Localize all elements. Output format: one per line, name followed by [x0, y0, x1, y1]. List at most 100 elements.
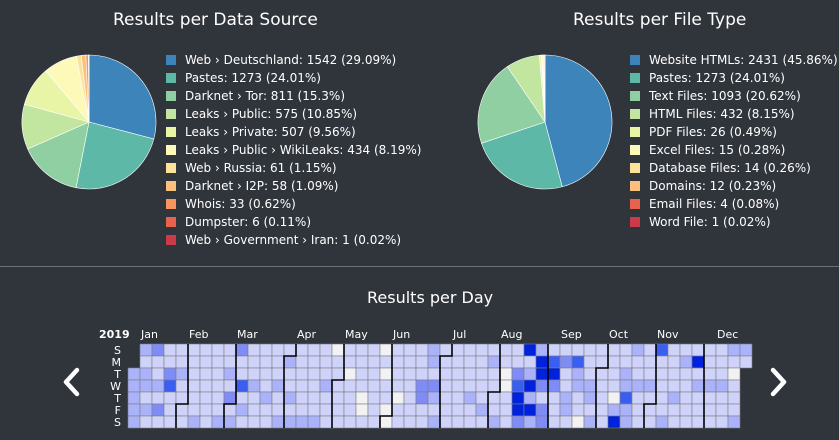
day-cell	[595, 391, 609, 405]
day-cell	[355, 343, 369, 357]
day-cell	[223, 391, 237, 405]
day-cell	[235, 415, 249, 429]
day-cell	[691, 355, 705, 369]
previous-year-button[interactable]	[52, 356, 92, 408]
day-cell	[211, 343, 225, 357]
legend-item: Dumpster: 6 (0.11%)	[166, 213, 421, 231]
day-cell	[139, 403, 153, 417]
day-cell	[715, 355, 729, 369]
day-cell	[547, 403, 561, 417]
weekday-label: F	[115, 404, 121, 417]
weekday-label: M	[112, 356, 122, 369]
day-cell	[463, 415, 477, 429]
day-cell	[727, 367, 741, 381]
day-cell	[319, 415, 333, 429]
day-cell	[487, 379, 501, 393]
day-cell	[667, 391, 681, 405]
pie-data-source	[21, 54, 157, 190]
day-cell	[259, 391, 273, 405]
day-cell	[355, 367, 369, 381]
month-label: Jan	[140, 328, 158, 341]
day-cell	[571, 403, 585, 417]
day-cell	[175, 391, 189, 405]
legend-data-source: Web › Deutschland: 1542 (29.09%) Pastes: …	[166, 51, 421, 249]
day-cell	[583, 415, 597, 429]
day-cell	[307, 415, 321, 429]
day-cell	[223, 403, 237, 417]
day-cell	[559, 367, 573, 381]
day-cell	[691, 415, 705, 429]
day-cell	[607, 415, 621, 429]
day-cell	[499, 379, 513, 393]
day-cell	[367, 379, 381, 393]
day-cell	[439, 403, 453, 417]
day-cell	[355, 379, 369, 393]
day-cell	[499, 367, 513, 381]
day-cell	[571, 379, 585, 393]
chart-title-file-type: Results per File Type	[573, 10, 747, 30]
legend-label: Web › Deutschland: 1542 (29.09%)	[185, 53, 397, 67]
legend-item: Email Files: 4 (0.08%)	[630, 195, 838, 213]
day-cell	[679, 355, 693, 369]
day-cell	[547, 343, 561, 357]
legend-label: Whois: 33 (0.62%)	[185, 197, 296, 211]
day-cell	[679, 391, 693, 405]
legend-swatch	[166, 145, 176, 155]
legend-label: Database Files: 14 (0.26%)	[649, 161, 811, 175]
day-cell	[451, 367, 465, 381]
day-cell	[391, 355, 405, 369]
pie-slice	[27, 121, 90, 189]
day-cell	[187, 343, 201, 357]
day-cell	[331, 403, 345, 417]
day-cell	[523, 355, 537, 369]
day-cell	[199, 379, 213, 393]
day-cell	[463, 367, 477, 381]
day-cell	[175, 379, 189, 393]
day-cell	[463, 343, 477, 357]
day-cell	[319, 355, 333, 369]
day-cell	[307, 367, 321, 381]
day-cell	[571, 355, 585, 369]
day-cell	[703, 403, 717, 417]
legend-item: Leaks › Public: 575 (10.85%)	[166, 105, 421, 123]
day-cell	[559, 391, 573, 405]
day-cell	[583, 367, 597, 381]
day-cell	[547, 415, 561, 429]
day-cell	[451, 391, 465, 405]
day-cell	[607, 403, 621, 417]
day-cell	[559, 355, 573, 369]
month-boundary	[379, 344, 393, 428]
month-label: May	[345, 328, 368, 341]
day-cell	[127, 367, 141, 381]
day-cell	[499, 343, 513, 357]
next-year-button[interactable]	[759, 356, 799, 408]
day-cell	[271, 355, 285, 369]
day-cell	[163, 343, 177, 357]
day-cell	[211, 355, 225, 369]
day-cell	[655, 403, 669, 417]
day-cell	[307, 379, 321, 393]
day-cell	[379, 355, 393, 369]
day-cell	[691, 403, 705, 417]
day-cell	[403, 403, 417, 417]
day-cell	[139, 391, 153, 405]
legend-swatch	[166, 163, 176, 173]
day-cell	[631, 367, 645, 381]
legend-swatch	[630, 181, 640, 191]
day-cell	[451, 415, 465, 429]
month-label: Dec	[717, 328, 738, 341]
weekday-label: S	[114, 416, 121, 429]
chart-title-data-source: Results per Data Source	[113, 10, 318, 30]
day-cell	[739, 343, 753, 357]
day-cell	[475, 355, 489, 369]
day-cell	[511, 355, 525, 369]
day-cell	[715, 367, 729, 381]
day-cell	[331, 415, 345, 429]
day-cell	[523, 403, 537, 417]
legend-swatch	[630, 91, 640, 101]
weekday-label: W	[110, 380, 121, 393]
day-cell	[259, 415, 273, 429]
day-cell	[451, 355, 465, 369]
day-cell	[643, 343, 657, 357]
day-cell	[403, 379, 417, 393]
